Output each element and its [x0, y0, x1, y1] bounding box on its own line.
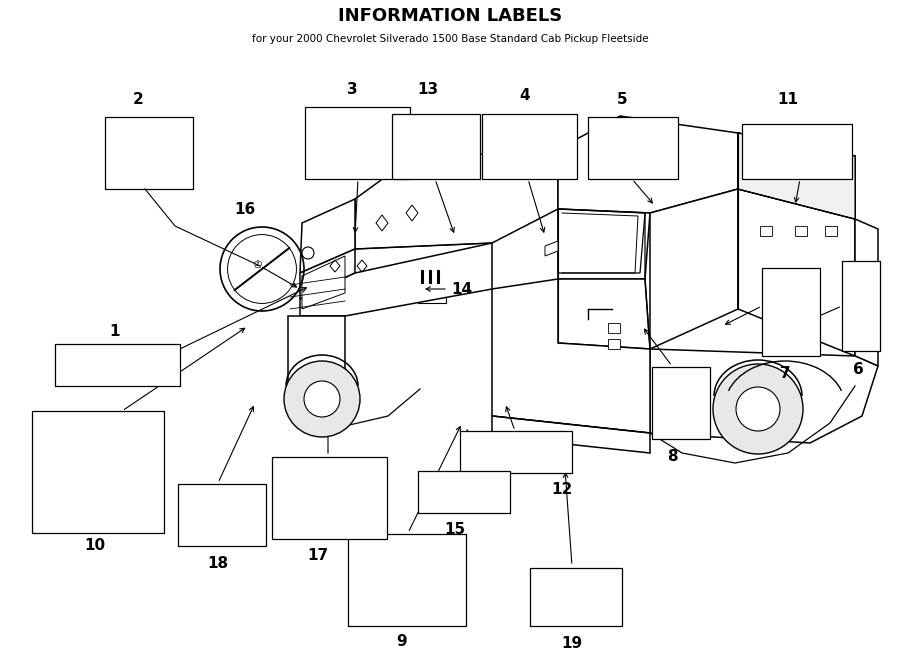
Text: 4: 4 [519, 89, 530, 104]
Text: 13: 13 [418, 81, 438, 97]
Polygon shape [650, 349, 878, 443]
Polygon shape [355, 149, 558, 249]
Bar [184, 490, 204, 540]
Bar [38, 475, 80, 525]
Text: 19: 19 [562, 635, 582, 650]
Polygon shape [288, 316, 345, 406]
Bar [120, 356, 154, 378]
Bar [392, 114, 480, 179]
Polygon shape [300, 243, 492, 316]
Polygon shape [558, 279, 650, 349]
Polygon shape [492, 279, 650, 433]
Text: 2: 2 [132, 91, 143, 106]
Bar [111, 165, 187, 183]
Circle shape [736, 387, 780, 431]
Text: 9: 9 [397, 633, 408, 648]
Text: 10: 10 [85, 539, 105, 553]
Text: 3: 3 [346, 81, 357, 97]
Polygon shape [738, 133, 855, 219]
Bar [350, 504, 378, 533]
Bar [576, 595, 593, 605]
Bar [348, 534, 466, 626]
Bar [94, 490, 129, 525]
Bar [32, 411, 164, 533]
Bar [825, 226, 837, 236]
Text: 16: 16 [234, 202, 256, 217]
Bar [460, 431, 572, 473]
Bar [178, 484, 266, 546]
Polygon shape [558, 209, 650, 279]
Polygon shape [300, 249, 355, 299]
Text: INFORMATION LABELS: INFORMATION LABELS [338, 7, 562, 25]
Polygon shape [302, 256, 345, 309]
Polygon shape [300, 199, 355, 273]
Bar [555, 595, 572, 605]
Text: 14: 14 [452, 282, 472, 297]
Bar [597, 595, 614, 605]
Bar [394, 542, 422, 572]
Bar [576, 580, 593, 590]
Bar [418, 282, 446, 303]
Bar [608, 323, 620, 333]
Bar [350, 463, 378, 496]
Text: 18: 18 [207, 555, 229, 570]
Bar [394, 580, 422, 618]
Bar [555, 610, 572, 620]
Polygon shape [288, 389, 308, 423]
Bar [324, 504, 346, 533]
Text: 7: 7 [779, 366, 790, 381]
Polygon shape [545, 241, 558, 256]
Bar [742, 124, 852, 179]
Text: 8: 8 [667, 449, 678, 463]
Bar [847, 268, 875, 297]
Bar [482, 114, 577, 179]
Text: 12: 12 [552, 481, 572, 496]
Polygon shape [855, 219, 878, 366]
Bar [305, 107, 410, 179]
Polygon shape [738, 189, 855, 356]
Bar [534, 610, 551, 620]
Bar [760, 226, 772, 236]
Bar [456, 126, 476, 171]
Text: 6: 6 [852, 362, 863, 377]
Text: 11: 11 [778, 91, 798, 106]
Bar [105, 117, 193, 189]
Bar [597, 580, 614, 590]
Polygon shape [650, 189, 738, 349]
Text: ♔: ♔ [253, 260, 263, 270]
Bar [534, 595, 551, 605]
Circle shape [284, 361, 360, 437]
Circle shape [304, 381, 340, 417]
Bar [768, 278, 814, 306]
Bar [597, 610, 614, 620]
Text: for your 2000 Chevrolet Silverado 1500 Base Standard Cab Pickup Fleetside: for your 2000 Chevrolet Silverado 1500 B… [252, 34, 648, 44]
Bar [530, 568, 622, 626]
Polygon shape [738, 133, 855, 219]
Text: FLEXFUEL: FLEXFUEL [497, 449, 536, 455]
Bar [652, 367, 710, 439]
Bar [847, 312, 875, 341]
Text: 15: 15 [445, 522, 465, 537]
Circle shape [713, 364, 803, 454]
Polygon shape [558, 116, 738, 213]
Bar [608, 339, 620, 349]
Bar [555, 580, 572, 590]
Bar [324, 463, 346, 496]
Bar [762, 268, 820, 356]
Bar [272, 457, 387, 539]
Polygon shape [738, 133, 855, 219]
Polygon shape [492, 416, 650, 453]
Bar [418, 471, 510, 513]
Bar [38, 423, 60, 461]
Text: 1: 1 [110, 323, 121, 338]
Bar [795, 226, 807, 236]
Text: 5: 5 [616, 91, 627, 106]
Text: 17: 17 [308, 549, 328, 563]
Bar [576, 610, 593, 620]
Bar [534, 580, 551, 590]
Bar [842, 261, 880, 351]
Bar [588, 117, 678, 179]
Bar [55, 344, 180, 386]
